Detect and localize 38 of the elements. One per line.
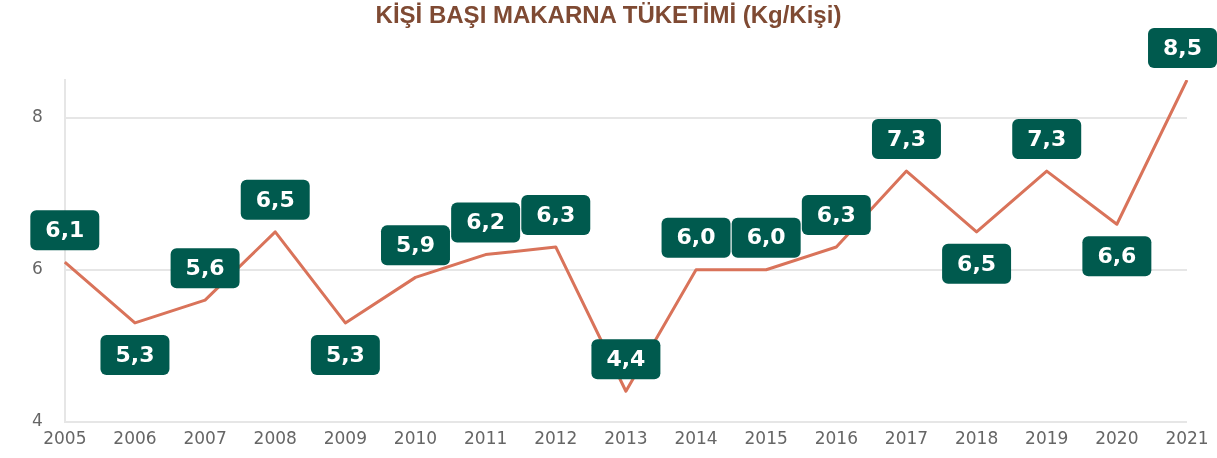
data-label: 6,0: [676, 224, 716, 250]
data-label: 6,5: [255, 186, 295, 212]
x-tick-label: 2013: [604, 428, 648, 449]
x-tick-label: 2008: [253, 428, 297, 449]
y-tick-label: 8: [31, 106, 43, 127]
data-label: 7,3: [1027, 125, 1067, 151]
x-tick-label: 2019: [1025, 428, 1069, 449]
x-tick-label: 2007: [183, 428, 227, 449]
x-tick-label: 2012: [534, 428, 578, 449]
chart-title: KİŞİ BAŞI MAKARNA TÜKETİMİ (Kg/Kişi): [374, 0, 843, 30]
data-label: 5,3: [115, 341, 155, 367]
x-tick-label: 2006: [113, 428, 157, 449]
data-label: 6,5: [957, 250, 997, 276]
x-tick-label: 2011: [464, 428, 508, 449]
data-label: 7,3: [886, 125, 926, 151]
x-tick-label: 2009: [323, 428, 367, 449]
data-label: 6,6: [1097, 242, 1137, 268]
x-tick-label: 2005: [43, 428, 87, 449]
data-label: 5,6: [185, 254, 225, 280]
y-tick-label: 6: [31, 258, 43, 279]
x-tick-label: 2015: [744, 428, 788, 449]
x-tick-label: 2018: [954, 428, 999, 449]
x-tick-label: 2016: [814, 428, 858, 449]
data-label: 5,3: [325, 341, 365, 367]
data-label: 8,5: [1163, 34, 1203, 60]
data-label: 5,9: [396, 232, 435, 258]
x-tick-label: 2021: [1165, 428, 1209, 449]
data-label: 6,2: [466, 209, 506, 235]
x-tick-label: 2014: [674, 428, 718, 449]
data-label: 6,3: [536, 201, 576, 227]
data-label: 6,1: [45, 216, 85, 242]
y-tick-label: 4: [31, 410, 43, 431]
x-tick-label: 2020: [1095, 428, 1139, 449]
data-label: 6,3: [816, 201, 856, 227]
data-label: 6,0: [746, 224, 786, 250]
x-tick-label: 2010: [393, 428, 438, 449]
data-label: 4,4: [606, 345, 646, 371]
x-tick-label: 2017: [884, 428, 929, 449]
